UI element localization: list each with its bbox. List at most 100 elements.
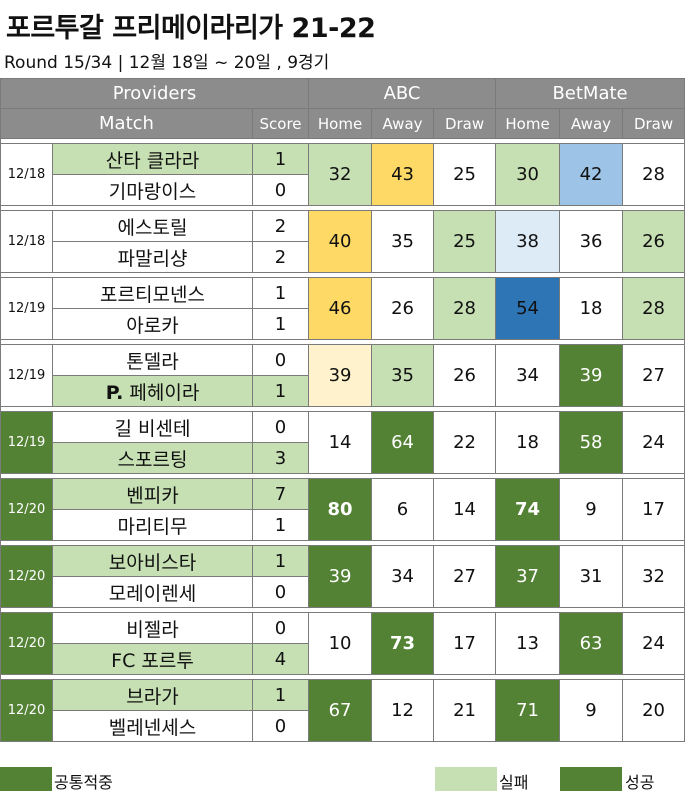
abc-away-percent: 73 bbox=[371, 612, 435, 675]
abc-home-percent: 39 bbox=[308, 545, 373, 608]
match-row-home: 12/20 브라가 1 67 12 21 71 9 20 bbox=[0, 679, 686, 742]
legend-swatch-common-hit bbox=[0, 767, 52, 791]
match-date: 12/18 bbox=[0, 210, 53, 273]
abc-away-percent: 35 bbox=[371, 344, 435, 407]
betmate-draw-percent: 28 bbox=[622, 143, 686, 206]
away-team: FC 포르투 bbox=[52, 643, 253, 675]
away-score: 2 bbox=[251, 241, 310, 273]
abc-draw-percent: 27 bbox=[433, 545, 497, 608]
betmate-away-percent: 36 bbox=[559, 210, 624, 273]
abc-draw-percent: 25 bbox=[433, 210, 497, 273]
betmate-home-percent: 54 bbox=[495, 277, 561, 340]
betmate-home-percent: 37 bbox=[495, 545, 561, 608]
abc-away-percent: 64 bbox=[371, 411, 435, 474]
abc-home-percent: 46 bbox=[308, 277, 373, 340]
home-team: 브라가 bbox=[52, 679, 253, 711]
match-row-away: 마리티무 1 bbox=[1, 509, 685, 541]
abc-home-header: Home bbox=[308, 108, 373, 139]
betmate-away-percent: 9 bbox=[559, 679, 624, 742]
betmate-away-percent: 42 bbox=[559, 143, 624, 206]
betmate-away-percent: 9 bbox=[559, 478, 624, 541]
match-date: 12/20 bbox=[0, 679, 53, 742]
away-score: 1 bbox=[251, 308, 310, 340]
match-row-away: 아로카 1 bbox=[1, 308, 685, 340]
home-score: 0 bbox=[251, 411, 310, 443]
match-row-home: 12/20 비젤라 0 10 73 17 13 63 24 bbox=[0, 612, 686, 675]
providers-header: Providers bbox=[0, 78, 310, 109]
abc-draw-percent: 26 bbox=[433, 344, 497, 407]
legend-swatch-success bbox=[560, 767, 622, 791]
betmate-home-percent: 13 bbox=[495, 612, 561, 675]
match-row-away: 기마랑이스 0 bbox=[1, 174, 685, 206]
away-team: 벨레넨세스 bbox=[52, 710, 253, 742]
legend-label-fail: 실패 bbox=[499, 773, 529, 792]
legend-label-common-hit: 공통적중 bbox=[54, 773, 113, 792]
away-score: 3 bbox=[251, 442, 310, 474]
provider-abc-header: ABC bbox=[308, 78, 497, 109]
betmate-away-percent: 18 bbox=[559, 277, 624, 340]
abc-away-percent: 43 bbox=[371, 143, 435, 206]
betmate-away-percent: 31 bbox=[559, 545, 624, 608]
abc-home-percent: 80 bbox=[308, 478, 373, 541]
away-score: 0 bbox=[251, 576, 310, 608]
score-header: Score bbox=[251, 108, 310, 139]
header-row-providers: Providers ABC BetMate bbox=[0, 78, 686, 109]
abc-away-percent: 34 bbox=[371, 545, 435, 608]
match-header: Match bbox=[0, 108, 253, 139]
prediction-table: Providers ABC BetMate Match Score Home A… bbox=[0, 78, 686, 742]
home-score: 0 bbox=[251, 344, 310, 376]
legend-label-success: 성공 bbox=[625, 773, 655, 792]
abc-draw-percent: 25 bbox=[433, 143, 497, 206]
home-team: 벤피카 bbox=[52, 478, 253, 510]
match-date: 12/19 bbox=[0, 411, 53, 474]
abc-away-percent: 35 bbox=[371, 210, 435, 273]
match-date: 12/20 bbox=[0, 545, 53, 608]
betmate-away-header: Away bbox=[559, 108, 624, 139]
match-date: 12/18 bbox=[0, 143, 53, 206]
match-date: 12/20 bbox=[0, 478, 53, 541]
home-score: 0 bbox=[251, 612, 310, 644]
away-score: 1 bbox=[251, 375, 310, 407]
home-team: 비젤라 bbox=[52, 612, 253, 644]
home-team: 산타 클라라 bbox=[52, 143, 253, 175]
betmate-draw-percent: 24 bbox=[622, 612, 686, 675]
match-row-home: 12/18 산타 클라라 1 32 43 25 30 42 28 bbox=[0, 143, 686, 206]
away-team: 아로카 bbox=[52, 308, 253, 340]
betmate-draw-percent: 24 bbox=[622, 411, 686, 474]
home-score: 2 bbox=[251, 210, 310, 242]
away-score: 0 bbox=[251, 710, 310, 742]
match-row-home: 12/20 벤피카 7 80 6 14 74 9 17 bbox=[0, 478, 686, 541]
match-date: 12/19 bbox=[0, 344, 53, 407]
match-row-away: 벨레넨세스 0 bbox=[1, 710, 685, 742]
abc-draw-percent: 22 bbox=[433, 411, 497, 474]
home-team: 톤델라 bbox=[52, 344, 253, 376]
away-team: 마리티무 bbox=[52, 509, 253, 541]
abc-draw-percent: 21 bbox=[433, 679, 497, 742]
betmate-draw-header: Draw bbox=[622, 108, 686, 139]
abc-draw-header: Draw bbox=[433, 108, 497, 139]
betmate-draw-percent: 20 bbox=[622, 679, 686, 742]
away-team: P. 페헤이라 bbox=[52, 375, 253, 407]
away-score: 4 bbox=[251, 643, 310, 675]
betmate-draw-percent: 26 bbox=[622, 210, 686, 273]
betmate-home-percent: 74 bbox=[495, 478, 561, 541]
team-name-prefix: P. bbox=[105, 381, 124, 404]
betmate-away-percent: 58 bbox=[559, 411, 624, 474]
abc-home-percent: 10 bbox=[308, 612, 373, 675]
abc-draw-percent: 17 bbox=[433, 612, 497, 675]
betmate-home-percent: 30 bbox=[495, 143, 561, 206]
abc-draw-percent: 14 bbox=[433, 478, 497, 541]
betmate-draw-percent: 17 bbox=[622, 478, 686, 541]
away-team: 파말리샹 bbox=[52, 241, 253, 273]
match-date: 12/20 bbox=[0, 612, 53, 675]
abc-home-percent: 32 bbox=[308, 143, 373, 206]
match-row-home: 12/19 톤델라 0 39 35 26 34 39 27 bbox=[0, 344, 686, 407]
page-title: 포르투갈 프리메이라리가 21-22 bbox=[6, 13, 376, 44]
home-score: 1 bbox=[251, 545, 310, 577]
home-team: 길 비센테 bbox=[52, 411, 253, 443]
away-team: 기마랑이스 bbox=[52, 174, 253, 206]
betmate-home-percent: 34 bbox=[495, 344, 561, 407]
betmate-home-percent: 71 bbox=[495, 679, 561, 742]
home-score: 1 bbox=[251, 277, 310, 309]
abc-home-percent: 14 bbox=[308, 411, 373, 474]
